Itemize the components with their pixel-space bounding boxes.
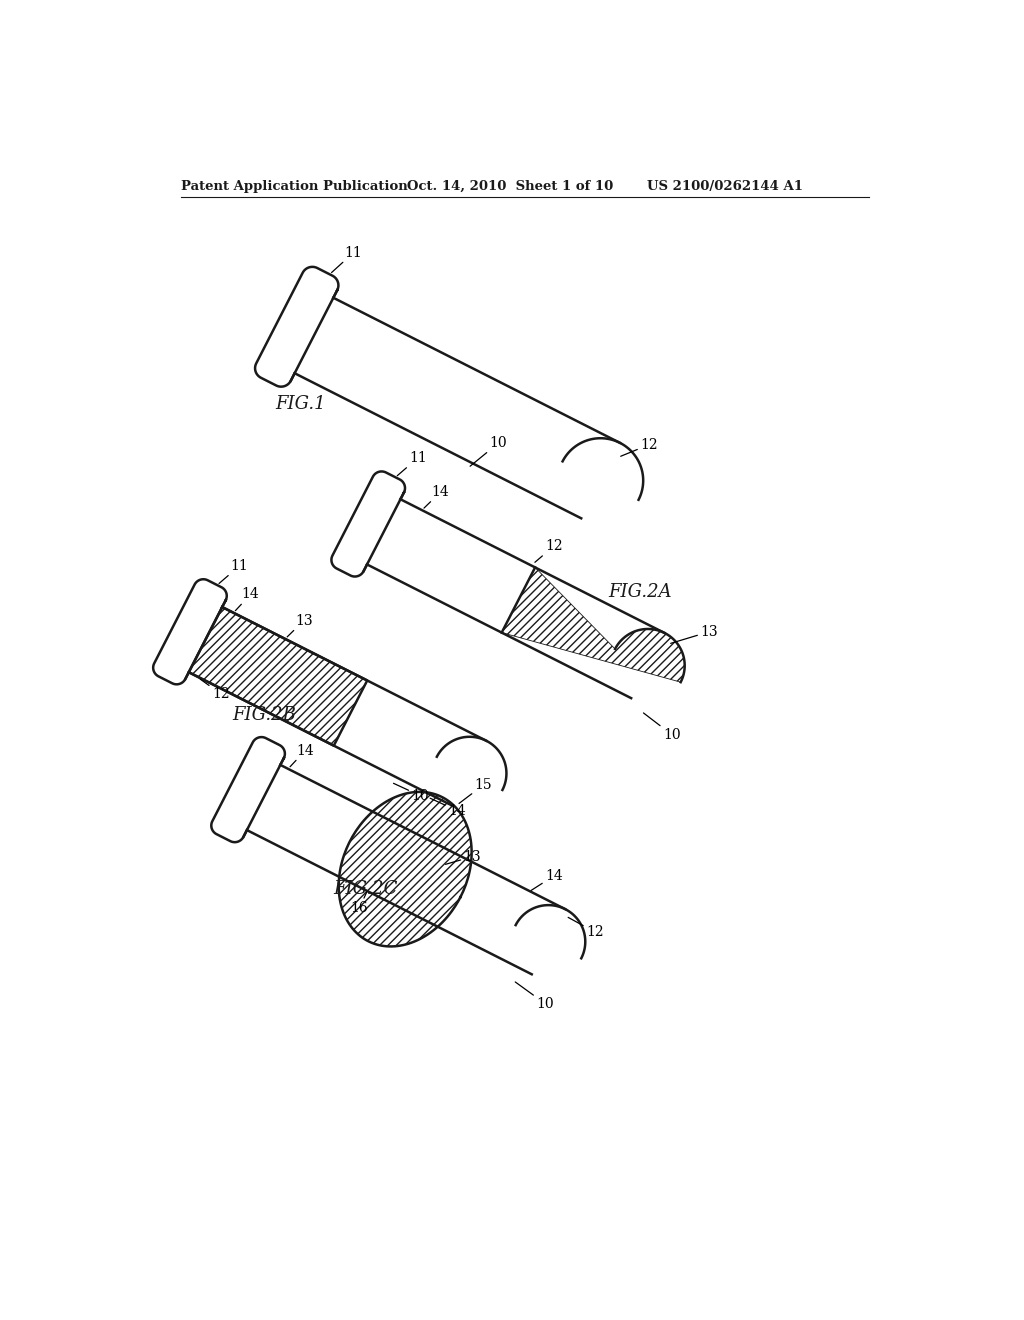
Text: Oct. 14, 2010  Sheet 1 of 10: Oct. 14, 2010 Sheet 1 of 10 [407, 180, 613, 193]
Text: 12: 12 [535, 539, 562, 562]
Text: 12: 12 [568, 917, 603, 939]
Text: Patent Application Publication: Patent Application Publication [180, 180, 408, 193]
Text: 10: 10 [393, 783, 429, 803]
Text: FIG.1: FIG.1 [275, 395, 326, 413]
Text: 14: 14 [290, 743, 314, 767]
Text: 13: 13 [671, 624, 718, 643]
Text: 10: 10 [515, 982, 554, 1011]
Text: 13: 13 [287, 614, 312, 636]
Text: 14: 14 [531, 869, 563, 891]
Text: 16: 16 [350, 892, 369, 915]
Text: 10: 10 [643, 713, 681, 742]
Text: 12: 12 [201, 678, 229, 701]
Text: 13: 13 [445, 850, 481, 865]
Text: FIG.2C: FIG.2C [334, 879, 397, 898]
Text: 11: 11 [397, 451, 427, 475]
Text: 15: 15 [459, 777, 493, 804]
Text: 12: 12 [621, 438, 657, 457]
Text: US 2100/0262144 A1: US 2100/0262144 A1 [647, 180, 803, 193]
Text: 14: 14 [424, 484, 450, 508]
Text: 11: 11 [219, 558, 249, 583]
Text: 14: 14 [236, 587, 259, 611]
Text: 10: 10 [470, 436, 507, 466]
Text: 11: 11 [332, 246, 362, 272]
Text: FIG.2B: FIG.2B [232, 706, 297, 725]
Text: FIG.2A: FIG.2A [608, 583, 672, 602]
Text: 14: 14 [430, 799, 466, 817]
